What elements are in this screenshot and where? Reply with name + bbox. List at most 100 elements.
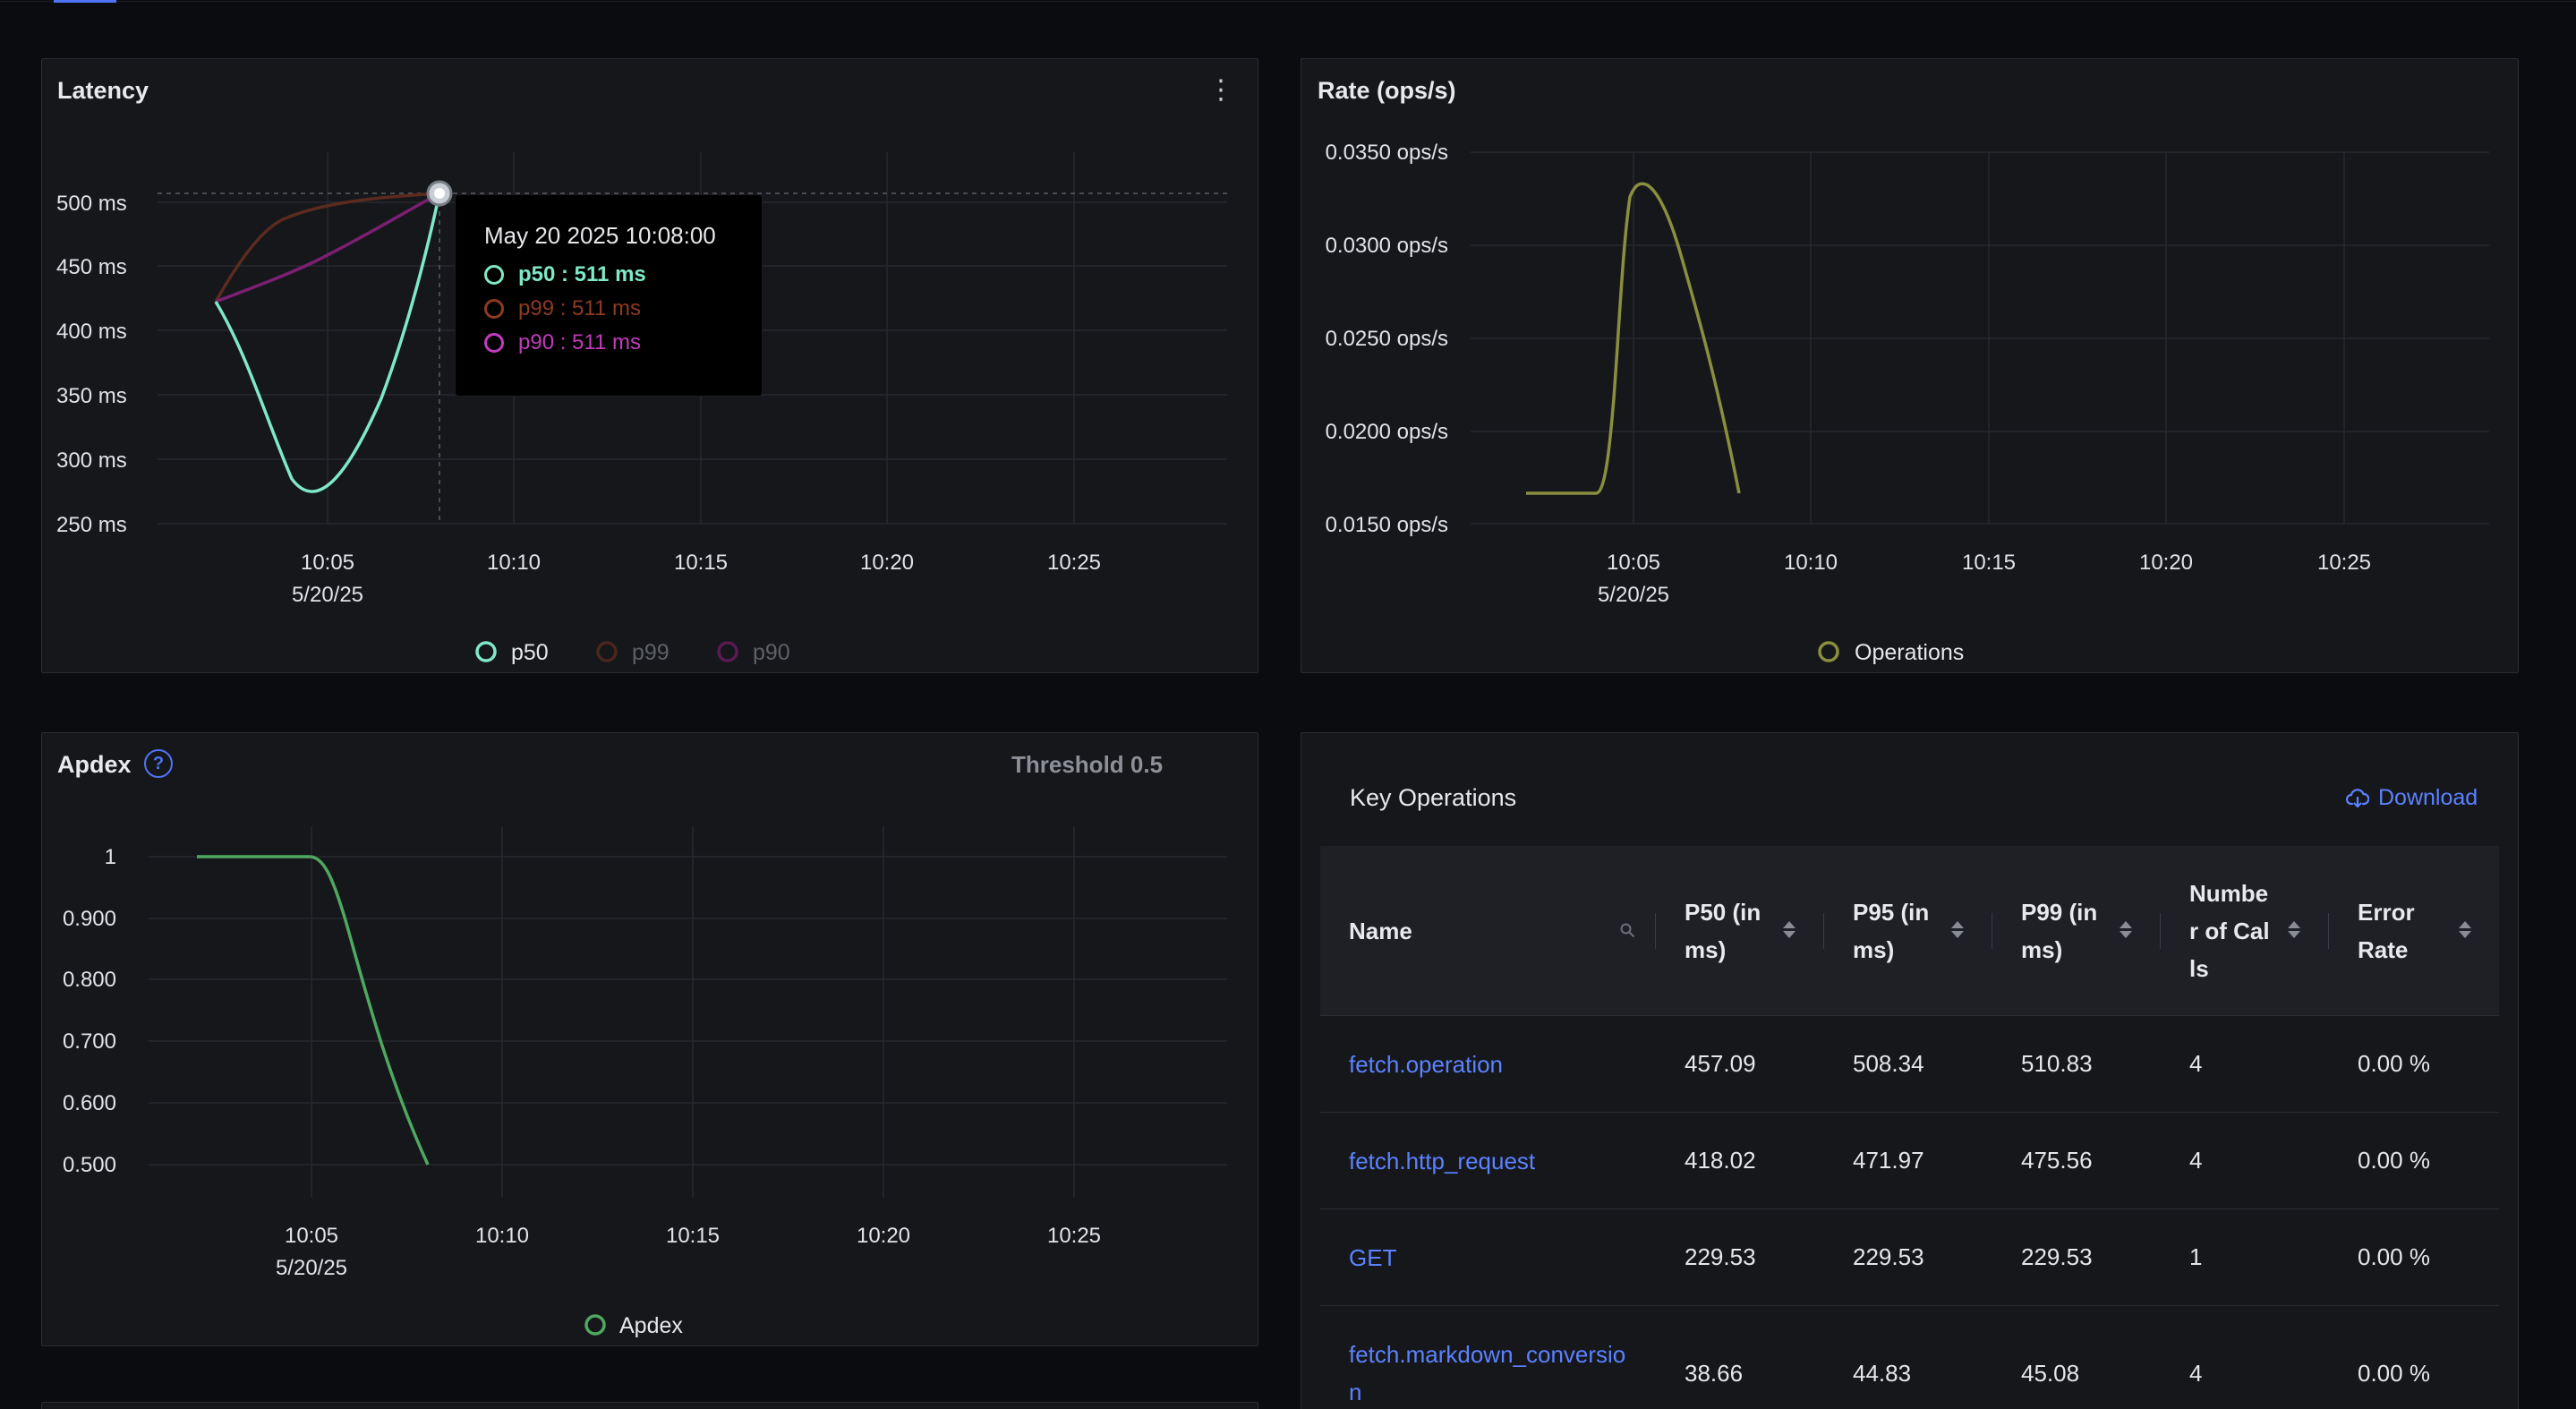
cell-calls: 4	[2189, 1359, 2203, 1387]
table-row[interactable]: fetch.operation 457.09 508.34 510.83 4 0…	[1320, 1016, 2499, 1113]
x-date: 5/20/25	[1598, 583, 1669, 607]
series-line-p90	[215, 192, 440, 303]
cell-p95: 229.53	[1853, 1243, 1924, 1270]
x-tick: 10:05	[301, 551, 354, 575]
y-tick: 0.0200 ops/s	[1326, 420, 1448, 444]
latency-tooltip: May 20 2025 10:08:00 p50 : 511 ms p99 : …	[455, 194, 763, 397]
tooltip-row-p90: p90 : 511 ms	[484, 330, 733, 355]
cell-p99: 475.56	[2021, 1147, 2093, 1174]
tooltip-row-p50: p50 : 511 ms	[484, 262, 733, 287]
key-operations-title: Key Operations	[1350, 784, 1517, 811]
cell-p95: 44.83	[1853, 1359, 1912, 1387]
cell-calls: 1	[2189, 1243, 2203, 1270]
cell-calls: 4	[2189, 1147, 2203, 1174]
column-header-p95[interactable]: P95 (in ms)	[1824, 846, 1992, 1015]
rate-legend[interactable]: Operations	[1818, 640, 1964, 665]
cell-p99: 45.08	[2021, 1359, 2080, 1387]
help-icon[interactable]: ?	[144, 749, 173, 778]
x-tick: 10:10	[487, 551, 541, 575]
column-separator	[2328, 913, 2329, 949]
column-header-p99[interactable]: P99 (in ms)	[1992, 846, 2161, 1015]
y-tick: 0.0250 ops/s	[1326, 327, 1448, 351]
column-header-error-rate[interactable]: Error Rate	[2329, 846, 2499, 1015]
y-tick: 0.500	[63, 1153, 116, 1177]
next-panel-edge	[41, 1402, 1258, 1409]
cell-p50: 418.02	[1685, 1147, 1756, 1174]
column-separator	[1823, 913, 1824, 949]
cell-p95: 471.97	[1853, 1147, 1924, 1174]
column-label: P50 (in ms)	[1685, 898, 1761, 963]
search-icon[interactable]	[1619, 922, 1635, 938]
column-header-name[interactable]: Name	[1320, 846, 1656, 1015]
top-nav-border	[0, 0, 2576, 3]
cell-error-rate: 0.00 %	[2358, 1243, 2430, 1270]
column-label: Error Rate	[2358, 898, 2415, 963]
download-button[interactable]: Download	[2346, 785, 2478, 811]
key-operations-table: Name P50 (in ms) P95 (in ms) P99 (in ms)…	[1320, 846, 2499, 1409]
series-line-apdex	[197, 855, 430, 1166]
cell-p50: 229.53	[1685, 1243, 1756, 1270]
sort-icon[interactable]	[2459, 921, 2471, 938]
y-tick: 250 ms	[56, 513, 127, 537]
y-tick: 1	[105, 845, 116, 869]
x-tick: 10:15	[674, 551, 728, 575]
table-row[interactable]: GET 229.53 229.53 229.53 1 0.00 %	[1320, 1209, 2499, 1306]
x-tick: 10:20	[857, 1224, 910, 1248]
legend-dot-operations[interactable]	[1818, 641, 1839, 662]
legend-dot-p99[interactable]	[596, 641, 618, 662]
legend-dot-p90[interactable]	[717, 641, 738, 662]
latency-title: Latency	[57, 77, 149, 104]
legend-label-p50: p50	[511, 640, 549, 665]
x-tick: 10:25	[1047, 551, 1101, 575]
y-tick: 0.600	[63, 1091, 116, 1115]
rate-y-axis: 0.0350 ops/s 0.0300 ops/s 0.0250 ops/s 0…	[1326, 141, 1448, 537]
table-header: Name P50 (in ms) P95 (in ms) P99 (in ms)…	[1320, 846, 2499, 1016]
operation-link[interactable]: GET	[1349, 1243, 1397, 1271]
column-separator	[1655, 913, 1656, 949]
x-tick: 10:15	[666, 1224, 720, 1248]
key-operations-panel: Key Operations Download	[1301, 732, 2519, 1409]
legend-dot-apdex[interactable]	[584, 1314, 606, 1336]
column-label: P99 (in ms)	[2021, 898, 2098, 963]
y-tick: 300 ms	[56, 448, 127, 473]
cell-p99: 510.83	[2021, 1050, 2093, 1077]
column-header-p50[interactable]: P50 (in ms)	[1656, 846, 1824, 1015]
more-options-icon[interactable]: ⋮	[1207, 75, 1234, 105]
latency-legend[interactable]: p50 p99 p90	[475, 640, 790, 665]
hover-point-center	[434, 188, 445, 199]
apdex-legend[interactable]: Apdex	[584, 1313, 683, 1338]
cell-p95: 508.34	[1853, 1050, 1924, 1077]
series-line-operations	[1526, 182, 1741, 495]
sort-icon[interactable]	[2120, 921, 2132, 938]
rate-title: Rate (ops/s)	[1318, 77, 1456, 104]
y-tick: 0.0300 ops/s	[1326, 234, 1448, 258]
series-line-p99	[214, 192, 440, 303]
apdex-grid	[149, 826, 1227, 1198]
rate-grid	[1471, 151, 2489, 525]
x-tick: 10:20	[2139, 551, 2193, 575]
sort-icon[interactable]	[1783, 921, 1796, 938]
operation-link[interactable]: fetch.operation	[1349, 1050, 1504, 1078]
table-row[interactable]: fetch.http_request 418.02 471.97 475.56 …	[1320, 1113, 2499, 1209]
x-tick: 10:25	[1047, 1224, 1101, 1248]
operation-link[interactable]: fetch.markdown_conversion	[1349, 1341, 1626, 1405]
sort-icon[interactable]	[2288, 921, 2300, 938]
cell-p50: 457.09	[1685, 1050, 1756, 1077]
rate-chart: 0.0350 ops/s 0.0300 ops/s 0.0250 ops/s 0…	[1326, 141, 2489, 665]
tooltip-row-p99: p99 : 511 ms	[484, 296, 733, 321]
download-label: Download	[2378, 785, 2478, 810]
x-tick: 10:10	[1784, 551, 1838, 575]
legend-label-apdex: Apdex	[619, 1313, 683, 1338]
tooltip-value-p99: p99 : 511 ms	[518, 296, 641, 320]
tooltip-dot-p99	[484, 299, 504, 319]
x-tick: 10:15	[1962, 551, 2016, 575]
cell-p50: 38.66	[1685, 1359, 1744, 1387]
sort-icon[interactable]	[1951, 921, 1964, 938]
legend-label-p90: p90	[753, 640, 790, 665]
apdex-panel: Apdex ? Threshold 0.5	[41, 732, 1258, 1346]
legend-dot-p50[interactable]	[475, 641, 497, 662]
column-header-calls[interactable]: Number of Calls	[2161, 846, 2329, 1015]
operation-link[interactable]: fetch.http_request	[1349, 1147, 1536, 1174]
table-row[interactable]: fetch.markdown_conversion 38.66 44.83 45…	[1320, 1306, 2499, 1409]
column-label: Name	[1349, 917, 1412, 944]
